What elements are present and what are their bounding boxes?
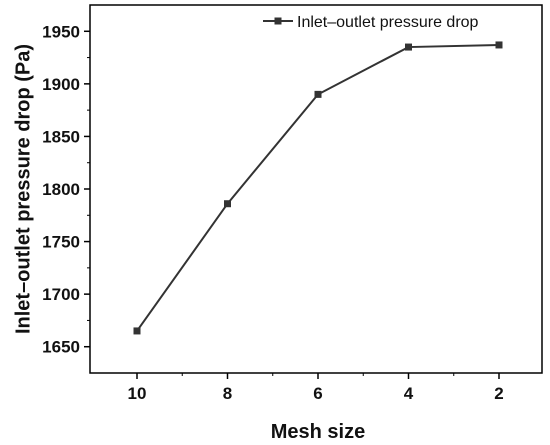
y-axis-title: Inlet–outlet pressure drop (Pa)	[12, 44, 34, 334]
data-point-marker	[133, 327, 141, 335]
legend-entry-label: Inlet–outlet pressure drop	[297, 14, 479, 31]
legend-marker-sample	[274, 17, 282, 25]
y-tick-label: 1650	[42, 338, 80, 357]
x-tick-label: 10	[128, 384, 147, 403]
data-point-marker	[314, 90, 322, 98]
series-line	[136, 43, 500, 332]
x-tick-label: 6	[313, 384, 322, 403]
series-layer	[133, 41, 503, 335]
y-tick-label: 1950	[42, 22, 80, 41]
ticks-layer: 1650 1700 1750 1800 1850 1900 1950 10 8 6 4 2	[42, 22, 504, 403]
x-tick-label: 4	[404, 384, 414, 403]
y-tick-label: 1800	[42, 180, 80, 199]
data-point-marker	[495, 41, 503, 49]
axes-layer	[89, 4, 543, 374]
y-tick-label: 1850	[42, 127, 80, 146]
data-point-marker	[224, 200, 231, 208]
x-tick-label: 8	[223, 384, 232, 403]
plot-frame	[89, 4, 543, 374]
y-tick-label: 1700	[42, 285, 80, 304]
x-axis-title: Mesh size	[271, 421, 365, 443]
data-point-marker	[405, 43, 412, 51]
x-tick-label: 2	[494, 384, 503, 403]
y-tick-label: 1750	[42, 233, 80, 252]
y-tick-label: 1900	[42, 75, 80, 94]
legend: Inlet–outlet pressure drop	[263, 14, 479, 31]
